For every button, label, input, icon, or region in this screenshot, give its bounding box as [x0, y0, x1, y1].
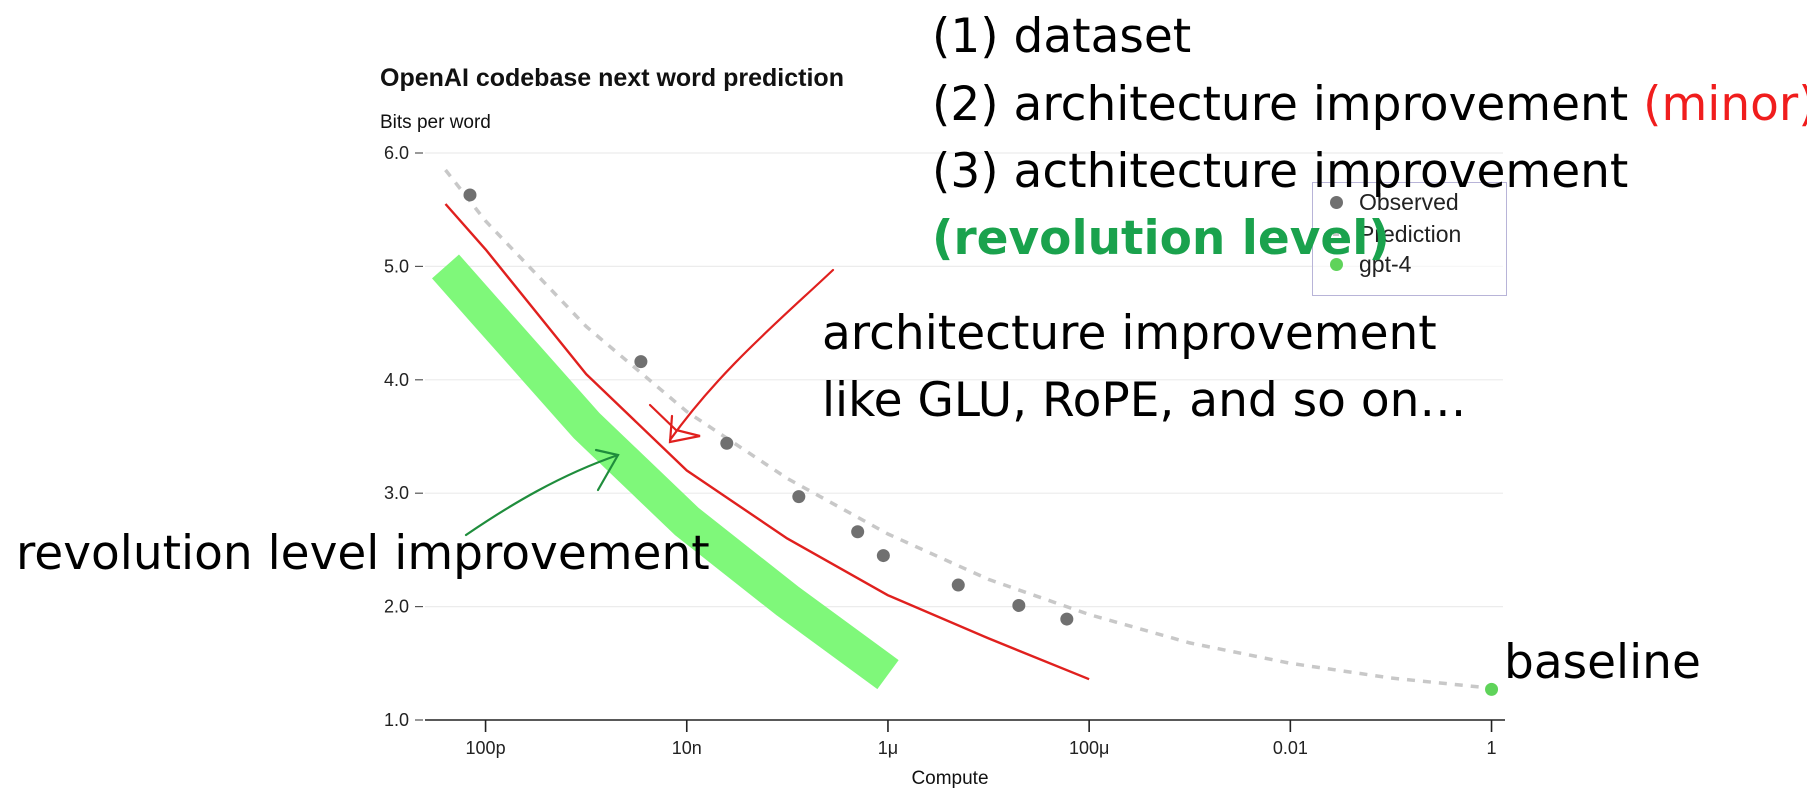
gpt4-dot-icon — [1329, 257, 1343, 271]
observed-point — [1012, 598, 1026, 612]
note-line-4: (revolution level) — [932, 211, 1390, 266]
observed-point — [951, 578, 965, 592]
observed-point — [876, 549, 890, 563]
note-line-1: (1) dataset — [932, 9, 1192, 64]
x-tick-label: 0.01 — [1273, 738, 1308, 758]
observed-point — [720, 436, 734, 450]
y-tick-label: 1.0 — [384, 710, 409, 730]
legend: Observed Prediction gpt-4 — [1312, 182, 1507, 296]
y-axis-label: Bits per word — [380, 112, 491, 133]
x-tick-label: 10n — [672, 738, 702, 758]
arch-note-line-2: like GLU, RoPE, and so on… — [822, 373, 1467, 428]
revolution-note: revolution level improvement — [16, 526, 710, 581]
y-tick-label: 3.0 — [384, 483, 409, 503]
observed-point — [792, 490, 806, 504]
x-tick-label: 1μ — [878, 738, 898, 758]
note-line-3: (3) acthitecture improvement — [932, 144, 1629, 199]
axes: 1.0 2.0 3.0 4.0 5.0 6.0 100p 10n 1μ 100μ 0.01 1 — [384, 143, 1505, 758]
arrow-green-shaft — [464, 453, 620, 537]
observed-point — [463, 188, 477, 202]
arrow-red — [648, 268, 835, 444]
gpt4-points — [1485, 682, 1499, 696]
y-tick-label: 6.0 — [384, 143, 409, 163]
arrow-green-head — [594, 448, 620, 492]
legend-item-observed: Observed — [1313, 187, 1459, 217]
chart-title: OpenAI codebase next word prediction — [380, 64, 844, 92]
minor-improvement-curve — [444, 203, 1090, 681]
observed-point — [1060, 612, 1074, 626]
baseline-note: baseline — [1504, 635, 1701, 690]
note-line-2: (2) architecture improvement (minor) — [932, 77, 1807, 133]
prediction-dash-icon — [1324, 232, 1348, 236]
y-tick-label: 4.0 — [384, 370, 409, 390]
legend-item-gpt4: gpt-4 — [1313, 249, 1411, 279]
arrow-red-shaft — [668, 268, 835, 442]
x-tick-label: 1 — [1487, 738, 1497, 758]
legend-label: Prediction — [1359, 220, 1462, 247]
gpt4-point — [1485, 682, 1499, 696]
observed-dot-icon — [1329, 195, 1343, 209]
arrow-red-head — [648, 403, 701, 444]
arrow-green — [464, 448, 620, 537]
x-tick-label: 100p — [466, 738, 506, 758]
legend-label: gpt-4 — [1359, 250, 1412, 277]
observed-points — [463, 188, 1074, 626]
y-tick-label: 2.0 — [384, 597, 409, 617]
y-tick-label: 5.0 — [384, 256, 409, 276]
observed-point — [634, 355, 648, 369]
legend-label: Observed — [1359, 188, 1459, 215]
x-tick-label: 100μ — [1069, 738, 1109, 758]
note-minor-tag: (minor) — [1643, 77, 1807, 132]
arch-note-line-1: architecture improvement — [822, 306, 1437, 361]
observed-point — [851, 525, 865, 539]
x-axis-label: Compute — [911, 768, 988, 789]
revolution-band-path — [432, 254, 899, 690]
revolution-band — [432, 254, 899, 690]
minor-curve-path — [444, 203, 1090, 681]
legend-item-prediction: Prediction — [1313, 219, 1461, 249]
note-line-2-main: (2) architecture improvement — [932, 77, 1644, 132]
